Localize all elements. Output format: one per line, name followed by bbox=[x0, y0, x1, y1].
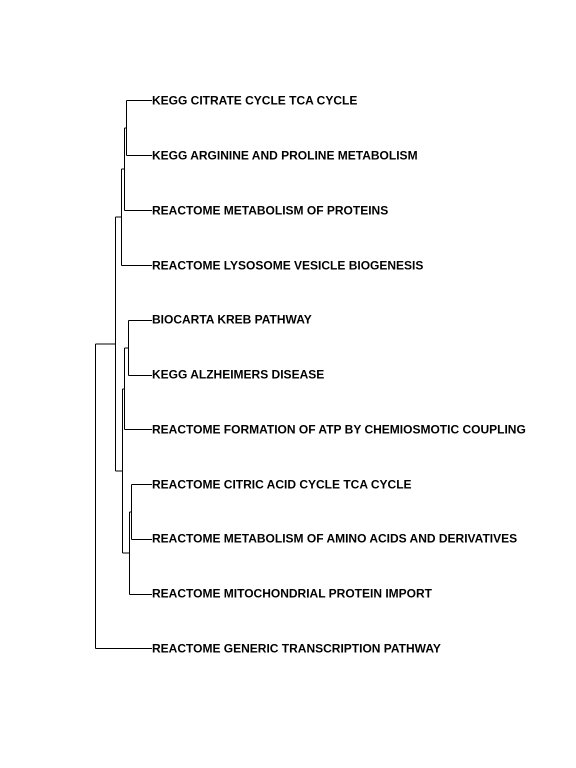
leaf-label-reactome-amino-acids: REACTOME METABOLISM OF AMINO ACIDS AND D… bbox=[152, 532, 517, 546]
dendrogram-labels: KEGG CITRATE CYCLE TCA CYCLE KEGG ARGINI… bbox=[152, 94, 526, 656]
leaf-label-reactome-mito-import: REACTOME MITOCHONDRIAL PROTEIN IMPORT bbox=[152, 587, 433, 601]
leaf-label-reactome-atp-formation: REACTOME FORMATION OF ATP BY CHEMIOSMOTI… bbox=[152, 423, 526, 437]
leaf-label-reactome-citric-acid: REACTOME CITRIC ACID CYCLE TCA CYCLE bbox=[152, 478, 412, 492]
leaf-label-kegg-arginine-proline: KEGG ARGININE AND PROLINE METABOLISM bbox=[152, 149, 418, 163]
dendrogram-branches bbox=[95, 100, 152, 649]
leaf-label-reactome-metabolism-proteins: REACTOME METABOLISM OF PROTEINS bbox=[152, 204, 388, 218]
leaf-label-reactome-generic-transcription: REACTOME GENERIC TRANSCRIPTION PATHWAY bbox=[152, 642, 441, 656]
leaf-label-reactome-lysosome: REACTOME LYSOSOME VESICLE BIOGENESIS bbox=[152, 259, 423, 273]
leaf-label-biocarta-kreb: BIOCARTA KREB PATHWAY bbox=[152, 313, 312, 327]
leaf-label-kegg-alzheimers: KEGG ALZHEIMERS DISEASE bbox=[152, 368, 324, 382]
leaf-label-kegg-citrate-cycle: KEGG CITRATE CYCLE TCA CYCLE bbox=[152, 94, 357, 108]
